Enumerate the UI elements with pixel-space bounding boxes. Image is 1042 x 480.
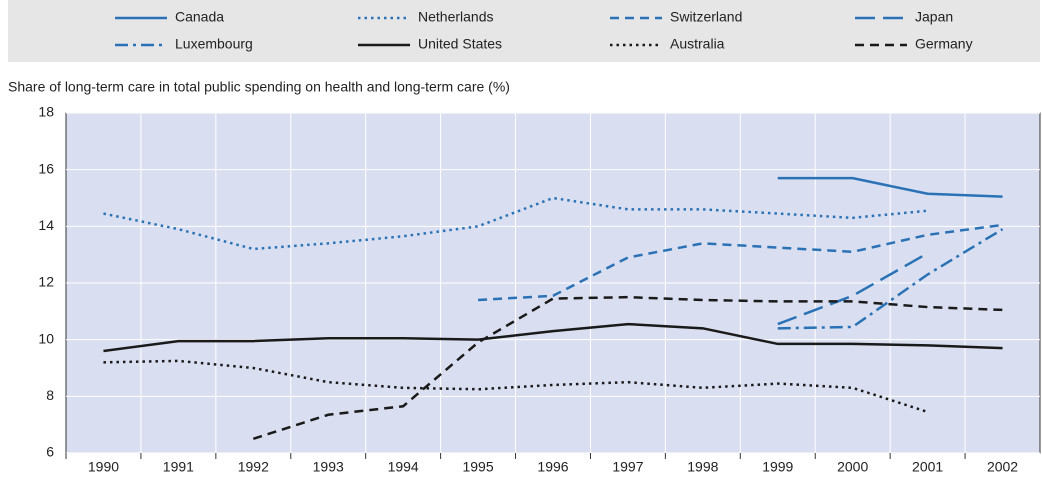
x-tick-label: 1992 xyxy=(238,459,269,475)
series-line xyxy=(777,228,1004,330)
y-tick-label: 14 xyxy=(38,217,54,233)
series-line xyxy=(103,322,1003,353)
x-tick-label: 2001 xyxy=(912,459,943,475)
legend-label: United States xyxy=(418,36,502,52)
legend-label: Germany xyxy=(915,36,973,52)
legend-label: Canada xyxy=(175,9,224,25)
x-tick-label: 2000 xyxy=(837,459,868,475)
x-tick-label: 1998 xyxy=(687,459,718,475)
series-line xyxy=(777,176,1003,198)
x-tick-label: 1997 xyxy=(612,459,643,475)
y-tick-label: 12 xyxy=(38,274,54,290)
series-line xyxy=(478,223,1003,302)
x-tick-label: 1999 xyxy=(762,459,793,475)
legend-label: Switzerland xyxy=(670,9,742,25)
y-tick-label: 18 xyxy=(38,104,54,120)
x-tick-label: 1991 xyxy=(163,459,194,475)
y-axis-label: Share of long-term care in total public … xyxy=(8,79,510,95)
legend-label: Australia xyxy=(670,36,725,52)
x-tick-label: 2002 xyxy=(987,459,1018,475)
x-tick-label: 1995 xyxy=(462,459,493,475)
y-tick-label: 10 xyxy=(38,330,54,346)
y-tick-label: 16 xyxy=(38,160,54,176)
y-tick-label: 8 xyxy=(46,387,54,403)
legend-label: Netherlands xyxy=(418,9,494,25)
x-tick-label: 1993 xyxy=(313,459,344,475)
legend-label: Japan xyxy=(915,9,953,25)
x-tick-label: 1994 xyxy=(388,459,419,475)
legend-label: Luxembourg xyxy=(175,36,253,52)
y-tick-label: 6 xyxy=(46,444,54,460)
series-line xyxy=(252,295,1003,441)
series-line xyxy=(103,359,928,414)
x-tick-label: 1990 xyxy=(88,459,119,475)
legend-box xyxy=(8,0,1040,62)
x-tick-label: 1996 xyxy=(537,459,568,475)
